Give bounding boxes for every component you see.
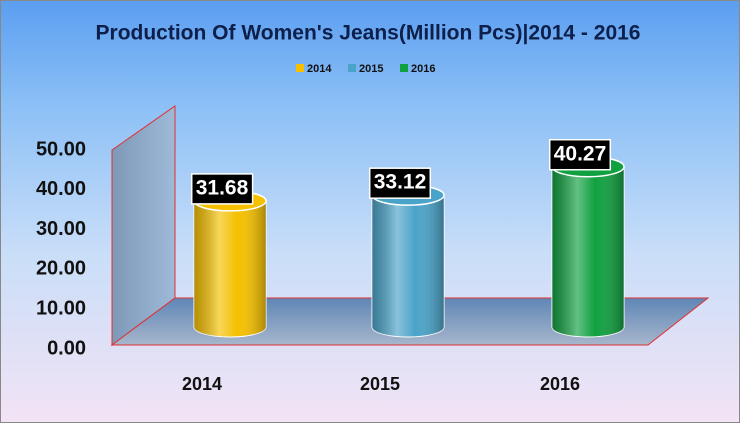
legend-label: 2014	[307, 63, 332, 75]
legend-label: 2016	[411, 63, 435, 75]
legend: 2014 2015 2016	[296, 63, 435, 75]
value-label-box	[190, 173, 254, 205]
value-label: 33.12	[374, 171, 427, 194]
legend-swatch	[348, 64, 356, 72]
y-tick-label: 50.00	[36, 138, 86, 160]
y-tick-label: 30.00	[36, 218, 86, 240]
x-tick-label: 2014	[182, 374, 222, 394]
value-label: 31.68	[196, 176, 249, 199]
value-label-box	[368, 167, 432, 199]
chart-title: Production Of Women's Jeans(Million Pcs)…	[96, 22, 641, 45]
x-tick-label: 2015	[360, 374, 400, 394]
y-tick-label: 0.00	[47, 337, 86, 359]
legend-label: 2015	[359, 63, 383, 75]
value-label-box	[548, 138, 612, 171]
cylinder-shine	[552, 166, 624, 337]
value-label: 40.27	[554, 142, 607, 165]
y-tick-label: 20.00	[36, 258, 86, 280]
cylinder-shine	[194, 200, 266, 337]
legend-swatch	[400, 64, 408, 72]
y-tick-label: 10.00	[36, 297, 86, 319]
x-tick-label: 2016	[540, 374, 580, 394]
y-tick-label: 40.00	[36, 178, 86, 200]
cylinder-shine	[372, 195, 444, 337]
legend-swatch	[296, 64, 304, 72]
